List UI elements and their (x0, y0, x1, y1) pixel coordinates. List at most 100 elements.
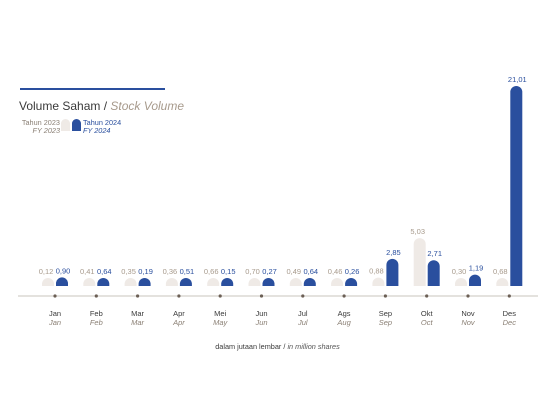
tick-label-id-feb: Feb (90, 309, 103, 318)
legend-2023-en: FY 2023 (32, 126, 60, 135)
bar-fy2023-mar (124, 278, 137, 286)
bar-fy2024-nov (469, 274, 481, 286)
tick-dot-apr (177, 294, 181, 298)
tick-dot-sep (383, 294, 387, 298)
tick-label-en-jan: Jan (48, 318, 61, 327)
tick-label-id-jul: Jul (298, 309, 308, 318)
data-label-fy2024-mar: 0,19 (138, 267, 153, 276)
tick-label-id-jun: Jun (255, 309, 267, 318)
data-label-fy2023-may: 0,66 (204, 267, 219, 276)
tick-dot-jan (53, 294, 57, 298)
data-label-fy2023-nov: 0,30 (452, 267, 467, 276)
data-label-fy2024-jun: 0,27 (262, 267, 277, 276)
tick-dot-jun (259, 294, 264, 298)
bar-fy2024-dec (510, 86, 523, 286)
tick-label-id-aug: Ags (338, 309, 351, 318)
legend-2023-id: Tahun 2023 (21, 118, 60, 127)
bar-fy2024-apr (179, 278, 192, 286)
legend-2024-en: FY 2024 (83, 126, 111, 135)
tick-label-en-jun: Jun (254, 318, 267, 327)
bar-fy2024-sep (386, 258, 399, 286)
tick-label-en-oct: Oct (421, 318, 434, 327)
tick-label-id-sep: Sep (379, 309, 392, 318)
data-label-fy2024-feb: 0,64 (97, 267, 112, 276)
tick-label-id-mar: Mar (131, 309, 144, 318)
data-label-fy2024-aug: 0,26 (345, 267, 360, 276)
data-label-fy2023-mar: 0,35 (121, 267, 136, 276)
unit-note-id: dalam jutaan lembar (215, 342, 282, 351)
tick-label-id-apr: Apr (173, 309, 185, 318)
bar-fy2024-oct (427, 260, 440, 286)
legend-2023-label: Tahun 2023 FY 2023 (20, 119, 60, 135)
chart-title-id: Volume Saham (19, 99, 101, 113)
legend-2024-label: Tahun 2024 FY 2024 (83, 119, 153, 135)
data-label-fy2023-apr: 0,36 (163, 267, 178, 276)
bar-fy2023-jul (289, 278, 302, 286)
bar-fy2024-mar (138, 278, 151, 286)
tick-dot-may (218, 294, 222, 298)
bar-fy2023-may (207, 278, 220, 286)
tick-label-id-oct: Okt (421, 309, 434, 318)
tick-dot-mar (136, 294, 140, 298)
tick-label-id-dec: Des (503, 309, 517, 318)
bar-fy2024-jan (56, 277, 68, 286)
bar-fy2023-oct (413, 238, 426, 286)
bar-fy2023-dec (496, 278, 509, 286)
data-label-fy2023-dec: 0,68 (493, 267, 508, 276)
tick-dot-feb (94, 294, 98, 298)
bar-fy2023-sep (372, 277, 385, 286)
bar-fy2023-apr (165, 278, 178, 286)
tick-dot-jul (301, 294, 305, 298)
tick-dot-nov (466, 294, 470, 298)
chart-title-en: Stock Volume (110, 99, 185, 113)
chart-title: Volume Saham / Stock Volume (19, 99, 184, 113)
tick-label-id-may: Mei (214, 309, 226, 318)
tick-label-id-jan: Jan (49, 309, 61, 318)
bar-fy2024-may (221, 278, 234, 286)
tick-label-en-dec: Dec (503, 318, 517, 327)
unit-note-en: in million shares (287, 342, 340, 351)
data-label-fy2024-jan: 0,90 (56, 266, 71, 275)
tick-label-id-nov: Nov (461, 309, 475, 318)
tick-label-en-may: May (213, 318, 228, 327)
data-label-fy2024-nov: 1,19 (469, 264, 484, 273)
data-label-fy2023-jan: 0,12 (39, 267, 54, 276)
bar-fy2023-jan (42, 278, 54, 286)
data-label-fy2024-jul: 0,64 (303, 267, 318, 276)
data-label-fy2024-oct: 2,71 (427, 249, 442, 258)
bar-fy2024-aug (345, 278, 358, 286)
data-label-fy2024-may: 0,15 (221, 267, 236, 276)
data-label-fy2024-dec: 21,01 (508, 75, 527, 84)
bar-fy2024-feb (97, 278, 110, 286)
data-label-fy2024-apr: 0,51 (180, 267, 195, 276)
unit-note-separator: / (283, 342, 286, 351)
bar-fy2024-jul (303, 278, 316, 286)
tick-label-en-nov: Nov (461, 318, 476, 327)
title-rule (20, 88, 165, 90)
unit-note: dalam jutaan lembar / in million shares (0, 342, 555, 351)
chart-title-separator: / (103, 99, 108, 113)
bar-fy2023-jun (248, 278, 261, 286)
data-label-fy2023-feb: 0,41 (80, 267, 95, 276)
tick-dot-dec (507, 294, 511, 298)
tick-label-en-apr: Apr (172, 318, 185, 327)
tick-label-en-sep: Sep (379, 318, 392, 327)
data-label-fy2023-aug: 0,46 (328, 267, 343, 276)
tick-dot-oct (425, 294, 429, 298)
legend-2024-id: Tahun 2024 (83, 118, 122, 127)
tick-dot-aug (342, 294, 346, 298)
bar-fy2023-aug (331, 278, 344, 286)
legend-2023-swatch (61, 119, 70, 131)
data-label-fy2024-sep: 2,85 (386, 248, 401, 257)
bar-fy2023-feb (83, 278, 96, 286)
bar-fy2024-jun (262, 278, 275, 286)
tick-label-en-feb: Feb (90, 318, 103, 327)
bar-fy2023-nov (455, 278, 467, 286)
data-label-fy2023-sep: 0,88 (369, 267, 384, 276)
data-label-fy2023-jul: 0,49 (286, 267, 301, 276)
legend-2024-swatch (72, 119, 81, 131)
tick-label-en-mar: Mar (131, 318, 144, 327)
data-label-fy2023-oct: 5,03 (410, 227, 425, 236)
